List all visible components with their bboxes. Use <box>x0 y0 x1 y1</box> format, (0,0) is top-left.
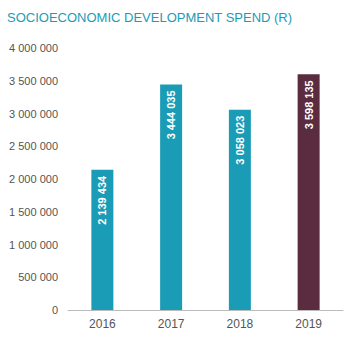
svg-text:2016: 2016 <box>89 317 116 331</box>
svg-text:3 500 000: 3 500 000 <box>9 75 58 87</box>
svg-text:3 444 035: 3 444 035 <box>165 90 177 139</box>
svg-text:500 000: 500 000 <box>18 271 58 283</box>
svg-text:2018: 2018 <box>227 317 254 331</box>
svg-text:2 500 000: 2 500 000 <box>9 140 58 152</box>
svg-text:1 500 000: 1 500 000 <box>9 206 58 218</box>
svg-text:0: 0 <box>52 304 58 316</box>
svg-text:SOCIOECONOMIC DEVELOPMENT SPEN: SOCIOECONOMIC DEVELOPMENT SPEND (R) <box>7 10 292 25</box>
svg-text:1 000 000: 1 000 000 <box>9 239 58 251</box>
svg-text:3 058 023: 3 058 023 <box>234 116 246 165</box>
svg-text:4 000 000: 4 000 000 <box>9 42 58 54</box>
svg-text:2 139 434: 2 139 434 <box>96 175 108 225</box>
svg-text:3 598 135: 3 598 135 <box>303 80 315 129</box>
svg-text:2019: 2019 <box>295 317 322 331</box>
svg-text:3 000 000: 3 000 000 <box>9 108 58 120</box>
svg-text:2 000 000: 2 000 000 <box>9 173 58 185</box>
svg-text:2017: 2017 <box>158 317 185 331</box>
